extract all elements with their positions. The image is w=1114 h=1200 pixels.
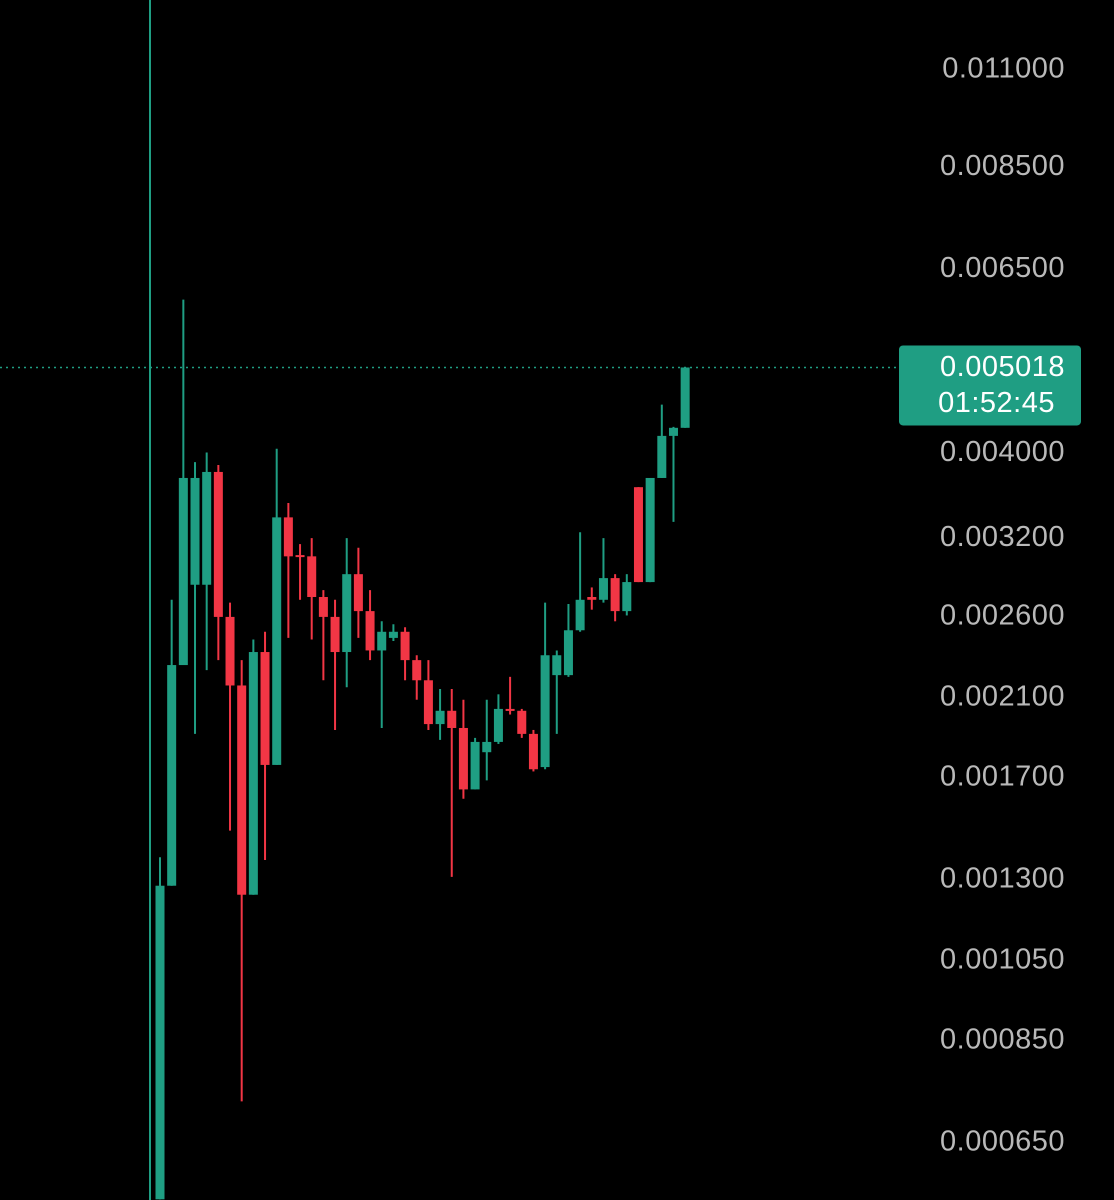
- candle-body: [272, 517, 282, 765]
- candle-body: [633, 487, 643, 583]
- y-tick-label: 0.001700: [940, 761, 1065, 793]
- candle-body: [225, 616, 235, 686]
- candle-body: [447, 710, 457, 728]
- candle-body: [155, 885, 165, 1200]
- candle-body: [505, 708, 515, 711]
- candle-body: [330, 616, 340, 653]
- last-price-tag: [899, 345, 1081, 426]
- candle-body: [167, 665, 177, 886]
- candle-body: [260, 652, 270, 765]
- candle-body: [237, 685, 247, 895]
- candle-body: [435, 710, 445, 725]
- candle-body: [342, 574, 352, 653]
- candle-body: [540, 655, 550, 768]
- candle-body: [493, 708, 503, 742]
- candle-body: [517, 710, 527, 734]
- candle-body: [423, 680, 433, 725]
- candle-body: [283, 517, 293, 557]
- candle-body: [598, 578, 608, 600]
- candle-body: [400, 631, 410, 661]
- candle-body: [190, 477, 200, 585]
- candle-body: [377, 631, 387, 651]
- candle-body: [528, 733, 538, 770]
- candle-body: [645, 477, 655, 583]
- y-tick-label: 0.000850: [940, 1024, 1065, 1056]
- y-tick-label: 0.000650: [940, 1125, 1065, 1157]
- candle-body: [552, 655, 562, 676]
- countdown-label: 01:52:45: [938, 387, 1055, 419]
- y-tick-label: 0.004000: [940, 436, 1065, 468]
- last-price-label: 0.005018: [940, 351, 1065, 383]
- candle-body: [178, 477, 188, 666]
- candle-body: [482, 741, 492, 753]
- candle-body: [202, 471, 212, 585]
- candle-body: [307, 556, 317, 598]
- candle-body: [657, 435, 667, 478]
- y-tick-label: 0.002600: [940, 600, 1065, 632]
- candle-body: [470, 741, 480, 790]
- candle-body: [295, 555, 305, 558]
- candle-body: [610, 578, 620, 612]
- candle-body: [388, 631, 398, 638]
- candle-body: [353, 574, 363, 612]
- y-tick-label: 0.006500: [940, 252, 1065, 284]
- candle-body: [575, 599, 585, 631]
- y-tick-label: 0.008500: [940, 150, 1065, 182]
- candle-body: [458, 727, 468, 790]
- candle-body: [563, 630, 573, 676]
- candle-body: [365, 611, 375, 651]
- y-tick-label: 0.011000: [942, 52, 1065, 84]
- candle-body: [213, 471, 223, 617]
- candle-body: [680, 367, 690, 428]
- y-tick-label: 0.002100: [940, 681, 1065, 713]
- y-tick-label: 0.001300: [940, 862, 1065, 894]
- candle-body: [412, 660, 422, 681]
- candle-body: [587, 597, 597, 600]
- candle-body: [668, 427, 678, 436]
- candle-body: [248, 652, 258, 895]
- y-tick-label: 0.003200: [940, 521, 1065, 553]
- candle-body: [622, 582, 632, 612]
- candle-body: [318, 597, 328, 617]
- y-tick-label: 0.001050: [940, 944, 1065, 976]
